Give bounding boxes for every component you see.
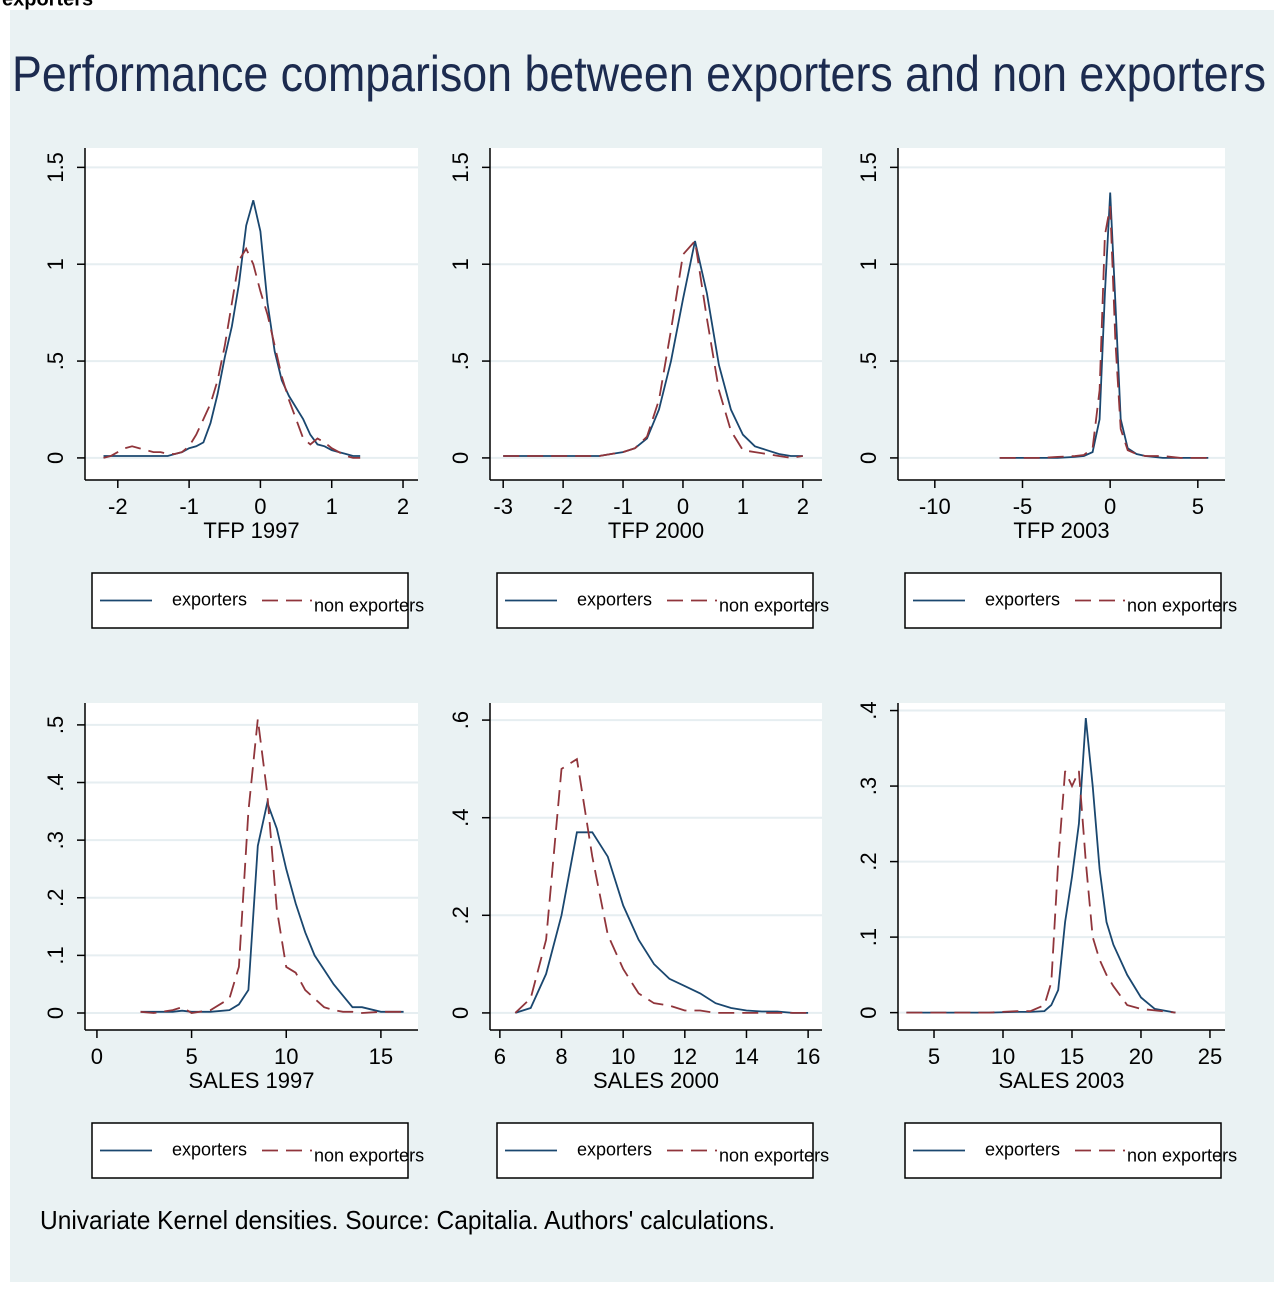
y-tick-label: 0 [43,452,68,464]
legend-label: exporters [172,1139,247,1159]
x-tick-label: 15 [1060,1044,1084,1069]
plot-area [490,703,822,1030]
plot-area [85,703,418,1030]
x-tick-label: -3 [493,494,513,519]
plot-area [898,703,1225,1030]
x-tick-label: 0 [91,1044,103,1069]
x-axis-title: TFP 2003 [1013,518,1109,543]
plot-area [490,148,822,480]
y-tick-label: .4 [43,773,68,791]
x-tick-label: 2 [397,494,409,519]
y-tick-label: .5 [43,352,68,370]
density-line [906,770,1176,1014]
x-axis-title: TFP 2000 [608,518,704,543]
legend-label: non exporters [719,1145,829,1165]
x-tick-label: 16 [796,1044,820,1069]
y-tick-label: .1 [43,946,68,964]
x-tick-label: -5 [1013,494,1033,519]
x-tick-label: 20 [1129,1044,1153,1069]
y-tick-label: .5 [856,352,881,370]
x-tick-label: 0 [677,494,689,519]
x-tick-label: 5 [1192,494,1204,519]
y-tick-label: 1 [448,258,473,270]
x-tick-label: 12 [673,1044,697,1069]
density-line [103,246,361,459]
x-tick-label: 1 [326,494,338,519]
x-axis-title: SALES 2003 [999,1068,1125,1093]
y-tick-label: .2 [448,906,473,924]
x-tick-label: -1 [179,494,199,519]
density-line [140,718,404,1014]
y-tick-label: .5 [448,352,473,370]
x-tick-label: -10 [919,494,951,519]
x-tick-label: 0 [254,494,266,519]
legend-label: exporters [577,589,652,609]
x-tick-label: 5 [185,1044,197,1069]
header: exporters [2,0,93,10]
y-tick-label: .2 [43,889,68,907]
density-line [503,238,803,459]
x-tick-label: -2 [108,494,128,519]
y-tick-label: 1 [856,258,881,270]
x-tick-label: 8 [555,1044,567,1069]
y-tick-label: .5 [43,716,68,734]
density-line [514,757,809,1014]
x-tick-label: 15 [369,1044,393,1069]
legend-label: exporters [985,1139,1060,1159]
legend-label: non exporters [719,595,829,615]
legend [496,572,814,629]
legend-label: non exporters [1127,1145,1237,1165]
legend-label: non exporters [314,1145,424,1165]
y-tick-label: .4 [856,701,881,719]
y-tick-label: 0 [856,1007,881,1019]
x-tick-label: 14 [734,1044,758,1069]
density-line [999,205,1209,459]
legend-label: exporters [577,1139,652,1159]
density-line [103,200,361,457]
y-tick-label: 1.5 [448,152,473,183]
x-tick-label: 2 [797,494,809,519]
y-tick-label: 1.5 [856,152,881,183]
y-tick-label: 0 [43,1007,68,1019]
legend-label: non exporters [1127,595,1237,615]
y-tick-label: .1 [856,928,881,946]
x-tick-label: 10 [274,1044,298,1069]
plot-area [898,148,1225,480]
density-line [515,831,809,1014]
legend-label: non exporters [314,595,424,615]
x-tick-label: 25 [1198,1044,1222,1069]
y-tick-label: .2 [856,852,881,870]
x-axis-title: SALES 1997 [189,1068,315,1093]
legend-label: exporters [985,589,1060,609]
y-tick-label: 0 [448,1007,473,1019]
x-tick-label: 6 [494,1044,506,1069]
y-tick-label: .3 [43,831,68,849]
x-tick-label: 1 [737,494,749,519]
y-tick-label: .6 [448,711,473,729]
x-axis-title: SALES 2000 [593,1068,719,1093]
x-tick-label: -2 [553,494,573,519]
x-tick-label: 10 [611,1044,635,1069]
chart-title: Performance comparison between exporters… [12,46,1266,102]
x-tick-label: 0 [1104,494,1116,519]
y-tick-label: .3 [856,777,881,795]
y-tick-label: 1 [43,258,68,270]
y-tick-label: .4 [448,809,473,827]
density-line [999,192,1209,459]
x-tick-label: 5 [928,1044,940,1069]
note: Univariate Kernel densities. Source: Cap… [40,1205,775,1235]
x-tick-label: -1 [613,494,633,519]
x-tick-label: 10 [991,1044,1015,1069]
x-axis-title: TFP 1997 [203,518,299,543]
y-tick-label: 0 [448,452,473,464]
y-tick-label: 1.5 [43,152,68,183]
legend-label: exporters [172,589,247,609]
density-line [906,718,1176,1014]
plot-area [85,148,418,480]
y-tick-label: 0 [856,452,881,464]
